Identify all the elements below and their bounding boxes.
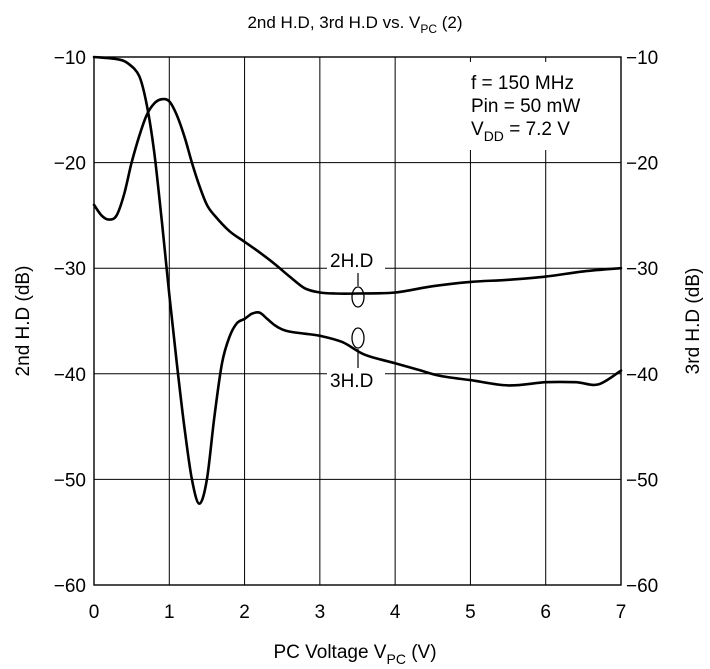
condition-vdd: VDD = 7.2 V (471, 119, 570, 144)
y-tick-label-left: −60 (54, 576, 86, 597)
chart-title: 2nd H.D, 3rd H.D vs. VPC (2) (247, 13, 462, 36)
condition-frequency: f = 150 MHz (471, 73, 574, 94)
2hd-marker-ellipse (351, 286, 365, 308)
x-tick-label: 5 (465, 602, 476, 623)
x-tick-label: 4 (390, 602, 401, 623)
series-layer (92, 55, 623, 505)
y-tick-label-left: −10 (54, 48, 86, 69)
y-tick-label-left: −50 (54, 470, 86, 491)
x-axis-label: PC Voltage VPC (V) (273, 642, 436, 667)
y-tick-label-left: −40 (54, 365, 86, 386)
left-y-axis-label: 2nd H.D (dB) (13, 266, 34, 377)
x-tick-label: 0 (89, 602, 100, 623)
y-tick-labels: −10 −10 −20 −20 −30 −30 −40 −40 −50 −50 −60 −60 (54, 48, 658, 597)
plot-frame (93, 56, 622, 586)
label-2hd-bg (327, 249, 385, 271)
label-3hd-bg (327, 368, 385, 390)
y-tick-label-left: −30 (54, 259, 86, 280)
series-label-3hd: 3H.D (330, 371, 373, 392)
3hd-marker-ellipse (351, 327, 365, 349)
series-line-3hd (92, 97, 623, 295)
x-tick-label: 1 (164, 602, 175, 623)
series-line-2hd (92, 55, 623, 505)
x-tick-label: 3 (315, 602, 326, 623)
series-label-2hd: 2H.D (330, 251, 373, 272)
right-y-axis-label: 3rd H.D (dB) (683, 268, 704, 375)
y-tick-label-right: −30 (626, 259, 658, 280)
y-tick-label-right: −40 (626, 365, 658, 386)
x-tick-label: 2 (239, 602, 250, 623)
conditions-box-bg (466, 62, 616, 150)
y-tick-label-right: −50 (626, 470, 658, 491)
x-tick-labels: 0 1 2 3 4 5 6 7 (89, 602, 627, 623)
x-tick-label: 6 (540, 602, 551, 623)
y-tick-label-right: −20 (626, 154, 658, 175)
condition-pin: Pin = 50 mW (471, 96, 580, 117)
x-tick-label: 7 (616, 602, 627, 623)
y-tick-label-right: −10 (626, 48, 658, 69)
y-tick-label-left: −20 (54, 154, 86, 175)
y-tick-label-right: −60 (626, 576, 658, 597)
